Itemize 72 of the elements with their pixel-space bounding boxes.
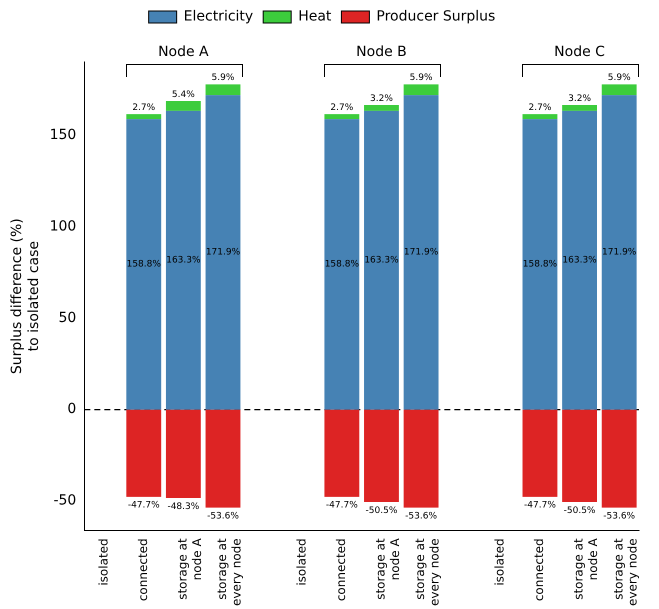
x-tick-label: isolated	[294, 538, 308, 586]
bar	[126, 410, 162, 497]
data-label: 158.8%	[126, 260, 162, 270]
data-label: 5.9%	[212, 73, 235, 84]
data-label: 163.3%	[562, 256, 598, 266]
data-label: 171.9%	[602, 248, 637, 258]
bar	[404, 410, 439, 508]
data-label: 163.3%	[364, 256, 400, 266]
bar	[324, 114, 360, 120]
data-label: 5.9%	[410, 73, 433, 84]
bar	[206, 95, 240, 410]
text: Node A	[158, 44, 209, 60]
data-label: 3.2%	[370, 94, 394, 104]
bar	[324, 119, 360, 410]
y-tick-label: 50	[58, 310, 76, 326]
data-label: -47.7%	[128, 500, 160, 511]
y-tick-label: 100	[50, 218, 76, 234]
bar	[206, 84, 240, 96]
x-tick-label: isolated	[492, 538, 506, 586]
data-label: 158.8%	[324, 260, 360, 270]
bar	[166, 410, 201, 498]
legend-label: Producer Surplus	[376, 8, 496, 25]
bar	[522, 114, 558, 120]
data-label: 171.9%	[206, 248, 241, 258]
bar	[126, 119, 162, 410]
data-label: -53.6%	[207, 511, 240, 522]
data-label: -50.5%	[366, 506, 398, 516]
data-label: 3.2%	[568, 94, 592, 104]
text: Node C	[554, 44, 605, 60]
legend-label: Heat	[298, 8, 332, 25]
legend-label: Electricity	[184, 8, 254, 25]
data-label: -47.7%	[524, 500, 556, 511]
bar	[364, 104, 399, 111]
bar	[602, 84, 637, 96]
data-label: 5.4%	[172, 90, 196, 100]
y-tick-label: 150	[50, 126, 76, 143]
bar	[522, 119, 558, 410]
bar	[404, 84, 439, 96]
bar	[166, 100, 201, 111]
data-label: 2.7%	[528, 102, 552, 113]
bar	[562, 410, 598, 502]
x-tick-label: connected	[532, 538, 546, 602]
bar	[166, 110, 201, 410]
y-axis-title: Surplus difference (%) to isolated case	[9, 218, 42, 374]
bar	[602, 95, 637, 410]
data-label: 171.9%	[404, 248, 439, 258]
bar	[522, 410, 558, 497]
data-label: 163.3%	[166, 256, 201, 266]
bar	[206, 410, 240, 508]
data-label: 5.9%	[608, 73, 632, 84]
x-tick-label: connected	[136, 538, 150, 602]
data-label: 158.8%	[522, 260, 558, 270]
x-tick-label: connected	[334, 538, 348, 602]
data-label: 2.7%	[132, 102, 156, 113]
y-tick-label: 0	[67, 401, 76, 418]
y-tick-label: -50	[53, 492, 76, 509]
bar	[404, 95, 439, 410]
data-label: -50.5%	[564, 506, 596, 516]
bar	[562, 104, 598, 111]
data-label: -48.3%	[167, 502, 200, 512]
data-label: -47.7%	[326, 500, 358, 511]
bar	[562, 110, 598, 410]
text: Node B	[356, 44, 407, 60]
bar	[126, 114, 162, 120]
data-label: -53.6%	[603, 511, 636, 522]
data-label: 2.7%	[330, 102, 354, 113]
x-tick-label: isolated	[96, 538, 110, 586]
data-label: -53.6%	[405, 511, 438, 522]
bar	[364, 410, 399, 502]
bar	[602, 410, 637, 508]
bar	[364, 110, 399, 410]
bar	[324, 410, 360, 497]
